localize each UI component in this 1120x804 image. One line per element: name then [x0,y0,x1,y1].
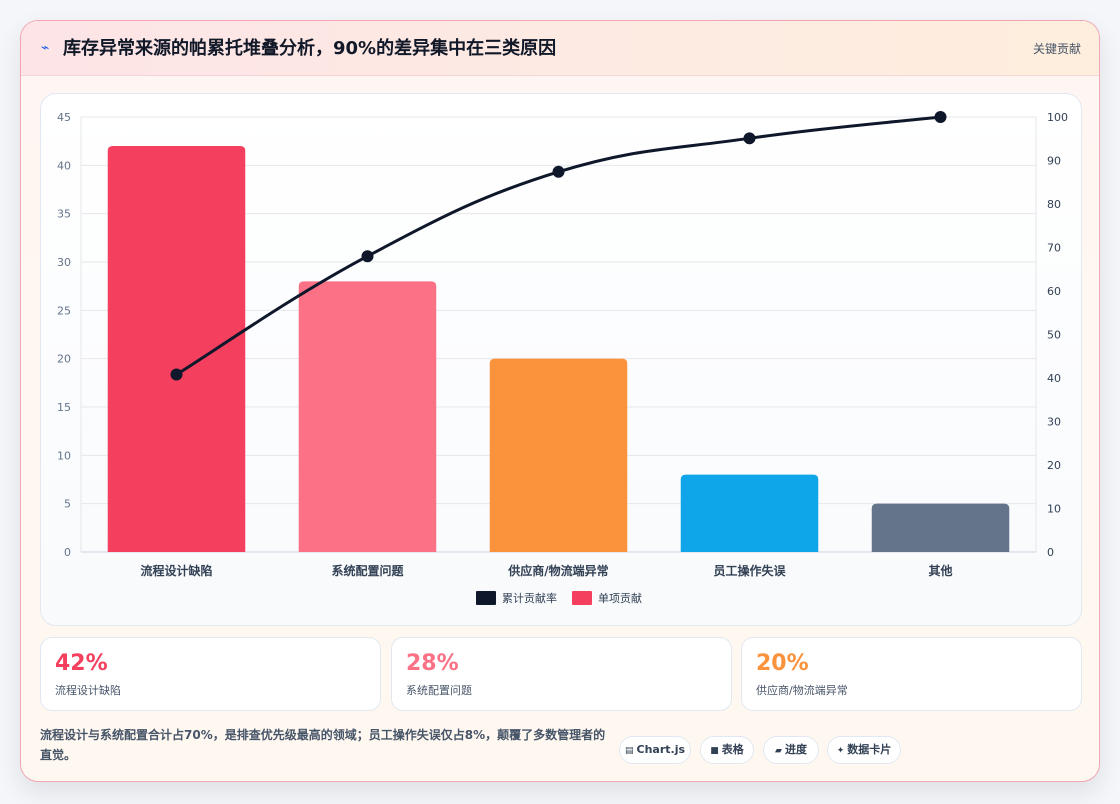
bar [489,358,628,552]
chip-label: Chart.js [636,743,686,756]
legend-label: 累计贡献率 [502,591,557,605]
left-axis-tick-label: 5 [64,498,71,511]
stat-label: 系统配置问题 [406,684,472,697]
card-header: ⌁ 库存异常来源的帕累托堆叠分析，90%的差异集中在三类原因 关键贡献 [21,21,1099,76]
right-axis-tick-label: 70 [1047,242,1061,255]
cumulative-point [743,132,756,145]
cumulative-point [361,250,374,263]
left-axis-tick-label: 15 [57,401,71,414]
bar [298,281,437,552]
left-axis-tick-label: 10 [57,449,71,462]
chart-panel: 0 5 10 15 20 25 30 35 40 45 0 10 20 30 40 50 60 70 80 90 100… [40,93,1082,626]
left-axis-tick-label: 25 [57,304,71,317]
chip-progress[interactable]: ▰ 进度 [763,736,819,764]
right-axis-tick-label: 30 [1047,416,1061,429]
stat-value: 20% [756,651,809,676]
left-axis-tick-label: 30 [57,256,71,269]
right-axis-tick-label: 50 [1047,329,1061,342]
insight-note: 流程设计与系统配置合计占70%，是排查优先级最高的领域；员工操作失误仅占8%，颠… [40,728,606,762]
left-axis-tick-label: 40 [57,159,71,172]
left-axis-tick-label: 35 [57,208,71,221]
right-axis-tick-label: 60 [1047,285,1061,298]
category-label: 系统配置问题 [331,563,404,578]
legend-label: 单项贡献 [598,591,642,605]
stat-label: 流程设计缺陷 [55,684,121,697]
chip-label: 进度 [784,743,807,756]
stat-card-3: 20% 供应商/物流端异常 [741,637,1082,711]
chip-table[interactable]: ■ 表格 [700,736,754,764]
chip-data-card[interactable]: ✦ 数据卡片 [827,736,901,764]
stat-value: 42% [55,651,108,676]
analysis-card: ⌁ 库存异常来源的帕累托堆叠分析，90%的差异集中在三类原因 关键贡献 0 5 10… [20,20,1100,782]
table-icon: ■ [710,746,719,756]
chip-label: 数据卡片 [847,743,892,756]
stat-card-2: 28% 系统配置问题 [391,637,732,711]
stat-card-1: 42% 流程设计缺陷 [40,637,381,711]
stat-value: 28% [406,651,459,676]
bar [680,474,819,552]
chip-chartjs[interactable]: ▤ Chart.js [619,736,691,764]
legend-swatch [476,591,496,605]
lightning-icon: ⌁ [41,40,50,56]
left-axis-tick-label: 20 [57,353,71,366]
bar [107,146,246,552]
page-title: 库存异常来源的帕累托堆叠分析，90%的差异集中在三类原因 [63,38,557,59]
cumulative-point [170,368,183,381]
cumulative-line [175,115,941,376]
right-axis-tick-label: 10 [1047,503,1061,516]
chart-icon: ▤ [624,746,634,756]
category-label: 供应商/物流端异常 [507,563,608,578]
left-axis-tick-label: 0 [64,546,71,559]
right-axis-tick-label: 80 [1047,198,1061,211]
category-label: 流程设计缺陷 [140,563,212,578]
left-axis-tick-label: 45 [57,111,71,124]
right-axis-tick-label: 40 [1047,372,1061,385]
cumulative-point [934,111,947,123]
header-tag: 关键贡献 [1032,42,1081,56]
category-label: 其他 [928,563,952,578]
legend-swatch [572,591,592,605]
chip-label: 表格 [721,743,744,756]
progress-icon: ▰ [775,746,782,756]
sparkle-icon: ✦ [836,746,845,756]
pareto-chart: 0 5 10 15 20 25 30 35 40 45 0 10 20 30 40 50 60 70 80 90 100… [57,111,1068,605]
right-axis-tick-label: 100 [1047,111,1068,124]
bar [871,503,1010,552]
stat-label: 供应商/物流端异常 [756,684,848,697]
right-axis-tick-label: 90 [1047,155,1061,168]
cumulative-point [552,165,565,178]
category-label: 员工操作失误 [713,563,786,578]
right-axis-tick-label: 0 [1047,546,1054,559]
right-axis-tick-label: 20 [1047,459,1061,472]
